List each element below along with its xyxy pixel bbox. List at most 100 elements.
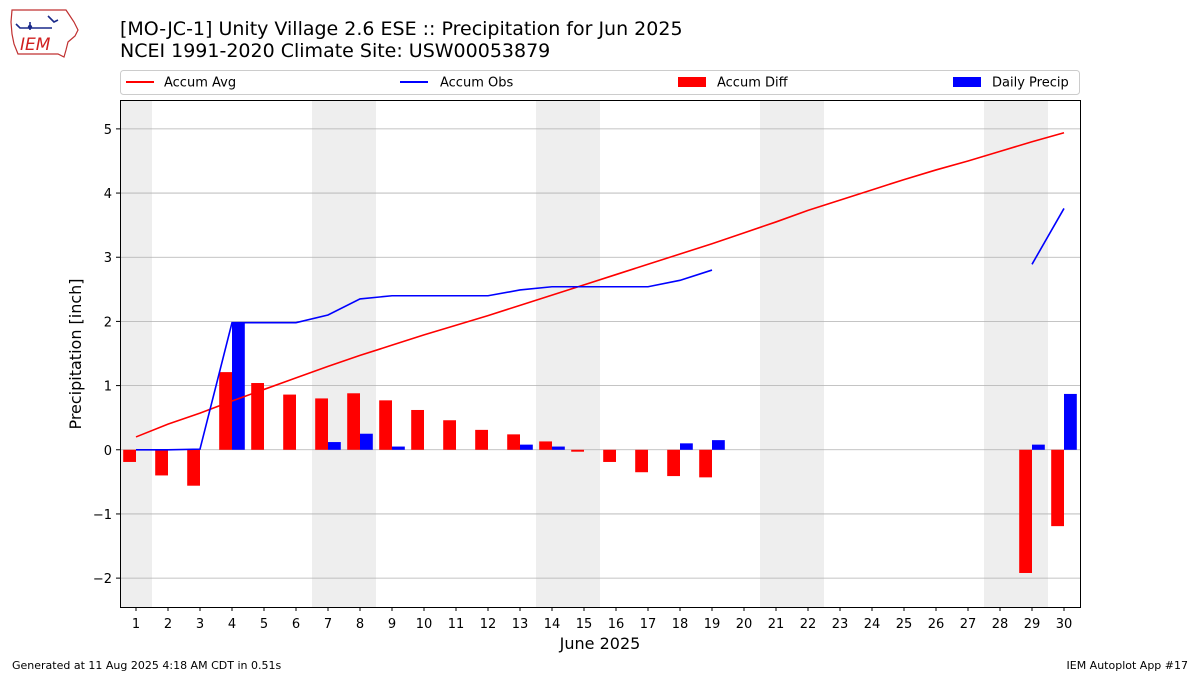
x-tick-label: 29 <box>1024 617 1041 632</box>
x-tick-label: 16 <box>608 617 625 632</box>
daily-precip-bar <box>328 442 341 450</box>
line-marks <box>135 131 1065 451</box>
legend: Accum Avg Accum Obs Accum Diff Daily Precip <box>120 70 1080 95</box>
x-tick-label: 24 <box>864 617 881 632</box>
y-tick-label: −1 <box>93 508 112 523</box>
y-tick-label: 5 <box>104 123 112 138</box>
x-tick-label: 9 <box>388 617 396 632</box>
generated-timestamp: Generated at 11 Aug 2025 4:18 AM CDT in … <box>12 659 282 672</box>
x-tick-label: 6 <box>292 617 300 632</box>
daily-precip-bar <box>392 446 405 450</box>
x-tick-label: 8 <box>356 617 364 632</box>
x-tick-label: 2 <box>164 617 172 632</box>
x-tick-label: 30 <box>1056 617 1073 632</box>
x-tick-label: 11 <box>448 617 465 632</box>
legend-bar-swatch <box>953 77 981 87</box>
accum-diff-bar <box>1019 449 1032 573</box>
legend-label: Accum Diff <box>717 76 789 91</box>
y-axis: −2 −1 0 1 2 3 4 5 <box>93 123 120 587</box>
accum-diff-bar <box>635 449 648 473</box>
x-tick-label: 19 <box>704 617 721 632</box>
accum-diff-bar <box>1051 449 1064 527</box>
accum-diff-bar <box>539 441 552 450</box>
daily-precip-bar <box>552 446 565 450</box>
x-axis: 1 2 3 4 5 6 7 8 9 10 11 12 13 14 15 16 17 18 19 20 21 22 23 24 2… <box>132 607 1072 632</box>
weekend-shading <box>120 100 1048 607</box>
accum-diff-bar <box>379 400 392 450</box>
daily-precip-bar <box>1032 444 1045 450</box>
x-tick-label: 23 <box>832 617 849 632</box>
accum-diff-bar <box>219 372 232 450</box>
x-tick-label: 3 <box>196 617 204 632</box>
chart-title: [MO-JC-1] Unity Village 2.6 ESE :: Preci… <box>120 18 683 40</box>
x-tick-label: 18 <box>672 617 689 632</box>
accum-diff-bar <box>443 420 456 450</box>
accum-diff-bar <box>251 383 264 450</box>
accum-diff-bar <box>571 449 584 452</box>
accum-diff-bar <box>283 394 296 450</box>
y-tick-label: 3 <box>104 251 112 266</box>
daily-precip-bar <box>680 443 693 450</box>
daily-precip-bar <box>360 433 373 450</box>
x-tick-label: 7 <box>324 617 332 632</box>
chart-subtitle: NCEI 1991-2020 Climate Site: USW00053879 <box>120 40 551 62</box>
x-tick-label: 15 <box>576 617 593 632</box>
x-tick-label: 1 <box>132 617 140 632</box>
iem-logo: IEM <box>10 9 79 58</box>
accum-diff-bar <box>475 429 488 450</box>
accum-diff-bar <box>507 434 520 450</box>
legend-label: Accum Obs <box>440 76 513 91</box>
legend-bar-swatch <box>678 77 706 87</box>
bar-marks <box>123 323 1077 573</box>
daily-precip-bar <box>712 440 725 450</box>
x-axis-label: June 2025 <box>559 634 641 653</box>
x-tick-label: 21 <box>768 617 785 632</box>
daily-precip-bar <box>1064 393 1077 450</box>
y-axis-label: Precipitation [inch] <box>66 278 85 429</box>
accum-obs-line <box>136 269 713 451</box>
x-tick-label: 13 <box>512 617 529 632</box>
x-tick-label: 5 <box>260 617 268 632</box>
x-tick-label: 12 <box>480 617 497 632</box>
accum-diff-bar <box>187 449 200 486</box>
x-tick-label: 28 <box>992 617 1009 632</box>
accum-obs-line <box>1031 208 1065 265</box>
x-tick-label: 4 <box>228 617 236 632</box>
x-tick-label: 27 <box>960 617 977 632</box>
x-tick-label: 14 <box>544 617 561 632</box>
x-tick-label: 10 <box>416 617 433 632</box>
x-tick-label: 26 <box>928 617 945 632</box>
x-tick-label: 17 <box>640 617 657 632</box>
daily-precip-bar <box>232 323 245 450</box>
x-tick-label: 25 <box>896 617 913 632</box>
weekend-band <box>536 100 600 607</box>
weekend-band <box>984 100 1048 607</box>
accum-diff-bar <box>155 449 168 476</box>
accum-diff-bar <box>667 449 680 477</box>
y-tick-label: 2 <box>104 315 112 330</box>
x-tick-label: 20 <box>736 617 753 632</box>
weekend-band <box>760 100 824 607</box>
accum-avg-line <box>135 131 1065 438</box>
accum-diff-bar <box>699 449 712 478</box>
accum-diff-bar <box>347 393 360 450</box>
weekend-band <box>120 100 152 607</box>
accum-diff-bar <box>411 409 424 450</box>
daily-precip-bar <box>520 444 533 450</box>
y-tick-label: 0 <box>104 444 112 459</box>
y-tick-label: 1 <box>104 380 112 395</box>
iowa-state-outline <box>10 9 79 58</box>
accum-diff-bar <box>315 398 328 450</box>
app-credit: IEM Autoplot App #17 <box>1066 659 1189 672</box>
plot-frame <box>120 100 1081 608</box>
legend-label: Daily Precip <box>992 76 1069 91</box>
y-tick-label: 4 <box>104 187 112 202</box>
grid-lines <box>120 128 1080 579</box>
accum-diff-bar <box>603 449 616 462</box>
legend-box <box>120 70 1080 95</box>
y-tick-label: −2 <box>93 572 112 587</box>
logo-text: IEM <box>20 35 51 55</box>
x-tick-label: 22 <box>800 617 817 632</box>
accum-diff-bar <box>123 449 136 462</box>
